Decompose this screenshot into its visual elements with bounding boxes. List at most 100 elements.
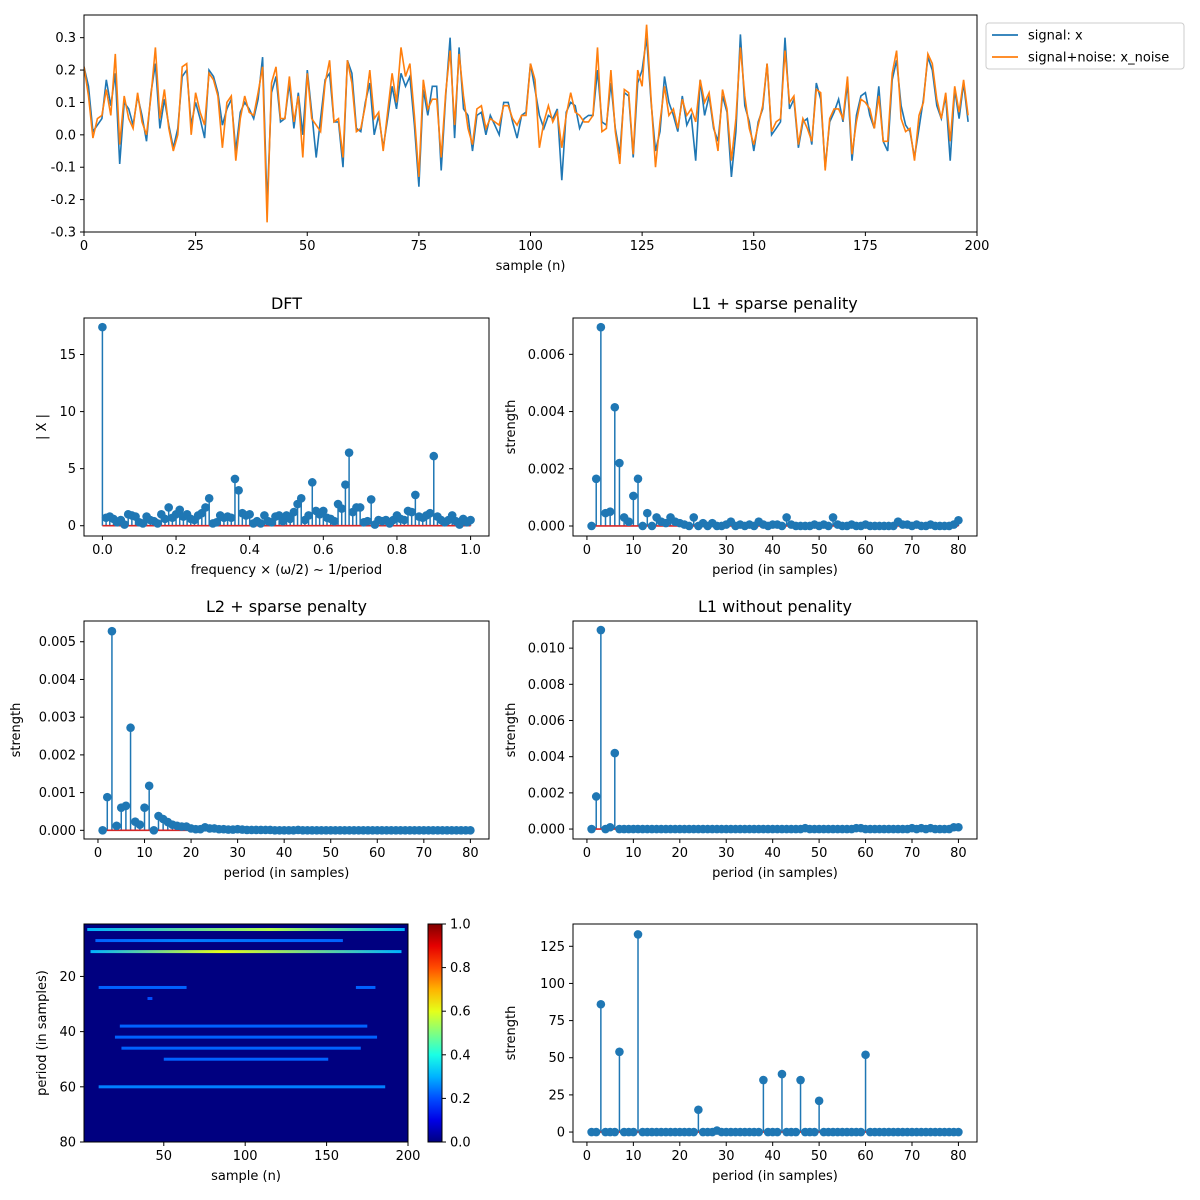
x-tick-label: 50 bbox=[811, 543, 828, 558]
y-tick-label: 50 bbox=[548, 1051, 565, 1066]
y-tick-label: 0.004 bbox=[528, 405, 565, 420]
l1_nopen-chart: 0 10 20 30 40 50 60 70 80 0.000 0.002 0.004 0.006 0.0… bbox=[504, 597, 978, 881]
stem-marker bbox=[226, 513, 236, 523]
y-tick-label: 0.005 bbox=[39, 635, 76, 650]
stem-marker bbox=[777, 1069, 787, 1079]
y-tick-label: 0.001 bbox=[39, 786, 76, 801]
stem-marker bbox=[230, 474, 240, 484]
x-tick-label: 70 bbox=[416, 846, 433, 861]
axes-frame bbox=[83, 14, 978, 233]
stem-marker bbox=[175, 505, 185, 515]
colorbar-tick-label: 0.0 bbox=[450, 1136, 471, 1151]
stem-marker bbox=[782, 513, 791, 522]
x-tick-label: 40 bbox=[764, 846, 781, 861]
signal-chart: 0 25 50 75 100 125 150 175 200 -0.3 -0.2 -0.1 0.0 0.1… bbox=[51, 14, 1185, 274]
y-tick-label: 0.002 bbox=[528, 786, 565, 801]
stem-marker bbox=[164, 503, 173, 512]
l1_sparse-chart: 0 10 20 30 40 50 60 70 80 0.000 0.002 0.004 0.006 per… bbox=[504, 294, 978, 578]
y-tick-label: 0.002 bbox=[39, 748, 76, 763]
stem-marker bbox=[400, 515, 409, 525]
y-axis-label: strength bbox=[504, 400, 519, 455]
x-tick-label: 150 bbox=[741, 239, 766, 254]
x-tick-label: 0 bbox=[80, 239, 88, 254]
heatmap-segment bbox=[121, 1046, 361, 1050]
stem-marker bbox=[366, 495, 376, 504]
y-tick-label: 40 bbox=[59, 1025, 76, 1040]
stem-marker bbox=[126, 723, 135, 733]
x-tick-label: 30 bbox=[718, 543, 735, 558]
stem-marker bbox=[363, 516, 372, 526]
stem-marker bbox=[102, 792, 112, 802]
stem-marker bbox=[112, 821, 121, 831]
y-tick-label: 0.010 bbox=[528, 642, 565, 657]
x-tick-label: 80 bbox=[950, 846, 967, 861]
axes-frame bbox=[572, 317, 978, 537]
stem-marker bbox=[160, 514, 170, 524]
x-axis-label: period (in samples) bbox=[712, 563, 838, 578]
x-tick-label: 60 bbox=[857, 1149, 874, 1164]
series-line-signal bbox=[84, 34, 969, 207]
colorbar-tick-label: 0.4 bbox=[450, 1048, 471, 1063]
x-tick-label: 0 bbox=[583, 1149, 591, 1164]
y-tick-label: 20 bbox=[59, 970, 76, 985]
x-tick-label: 0.2 bbox=[166, 543, 187, 558]
axes-frame bbox=[83, 317, 490, 537]
stem-marker bbox=[615, 458, 624, 468]
x-tick-label: 20 bbox=[672, 846, 689, 861]
stem-marker bbox=[633, 930, 643, 939]
stem-marker bbox=[754, 1127, 764, 1137]
y-axis-label: strength bbox=[504, 1006, 519, 1061]
x-tick-label: 0.0 bbox=[92, 543, 113, 558]
stem-marker bbox=[466, 826, 475, 835]
x-tick-label: 80 bbox=[950, 1149, 967, 1164]
x-tick-label: 200 bbox=[396, 1149, 421, 1164]
stem-marker bbox=[149, 826, 159, 835]
stem-marker bbox=[344, 448, 354, 457]
x-axis-label: period (in samples) bbox=[224, 866, 350, 881]
stem-marker bbox=[954, 515, 963, 525]
y-tick-label: 0.004 bbox=[528, 750, 565, 765]
final_stem-chart: 0 10 20 30 40 50 60 70 80 0 25 50 75 100 125 period (in… bbox=[504, 923, 978, 1184]
stem-marker bbox=[319, 506, 328, 516]
x-tick-label: 80 bbox=[950, 543, 967, 558]
x-tick-label: 60 bbox=[857, 543, 874, 558]
y-tick-label: 0.0 bbox=[55, 128, 76, 143]
x-tick-label: 40 bbox=[764, 1149, 781, 1164]
stem-marker bbox=[791, 1127, 801, 1137]
y-tick-label: 125 bbox=[540, 940, 565, 955]
x-tick-label: 10 bbox=[136, 846, 153, 861]
y-tick-label: 0.006 bbox=[528, 714, 565, 729]
x-tick-label: 25 bbox=[187, 239, 204, 254]
x-tick-label: 30 bbox=[229, 846, 246, 861]
y-tick-label: 0.004 bbox=[39, 673, 76, 688]
x-tick-label: 40 bbox=[276, 846, 293, 861]
y-axis-label: | X | bbox=[35, 414, 50, 440]
heatmap-chart: 50 100 150 200 20 40 60 80 sample (n) period (in … bbox=[35, 918, 471, 1185]
stem-marker bbox=[591, 792, 601, 801]
stem-marker bbox=[689, 1127, 699, 1137]
x-tick-label: 125 bbox=[630, 239, 655, 254]
stem-marker bbox=[285, 514, 295, 524]
stem-marker bbox=[98, 322, 107, 332]
x-tick-label: 175 bbox=[853, 239, 878, 254]
stem-marker bbox=[642, 508, 652, 518]
x-tick-label: 0 bbox=[94, 846, 102, 861]
stem-marker bbox=[638, 521, 647, 531]
stem-marker bbox=[337, 504, 347, 513]
heatmap-segment bbox=[98, 1085, 386, 1089]
x-tick-label: 50 bbox=[156, 1149, 173, 1164]
chart-title: DFT bbox=[271, 294, 302, 313]
stem-marker bbox=[407, 507, 416, 517]
y-tick-label: 0.002 bbox=[528, 462, 565, 477]
x-tick-label: 60 bbox=[369, 846, 386, 861]
heatmap-segment bbox=[114, 1035, 378, 1039]
stem-marker bbox=[624, 517, 634, 526]
stem-marker bbox=[954, 822, 963, 832]
stem-marker bbox=[135, 820, 145, 829]
stem-marker bbox=[610, 1127, 620, 1137]
x-tick-label: 10 bbox=[625, 846, 642, 861]
stem-marker bbox=[759, 1075, 768, 1085]
x-tick-label: 10 bbox=[625, 543, 642, 558]
y-tick-label: 100 bbox=[540, 977, 565, 992]
